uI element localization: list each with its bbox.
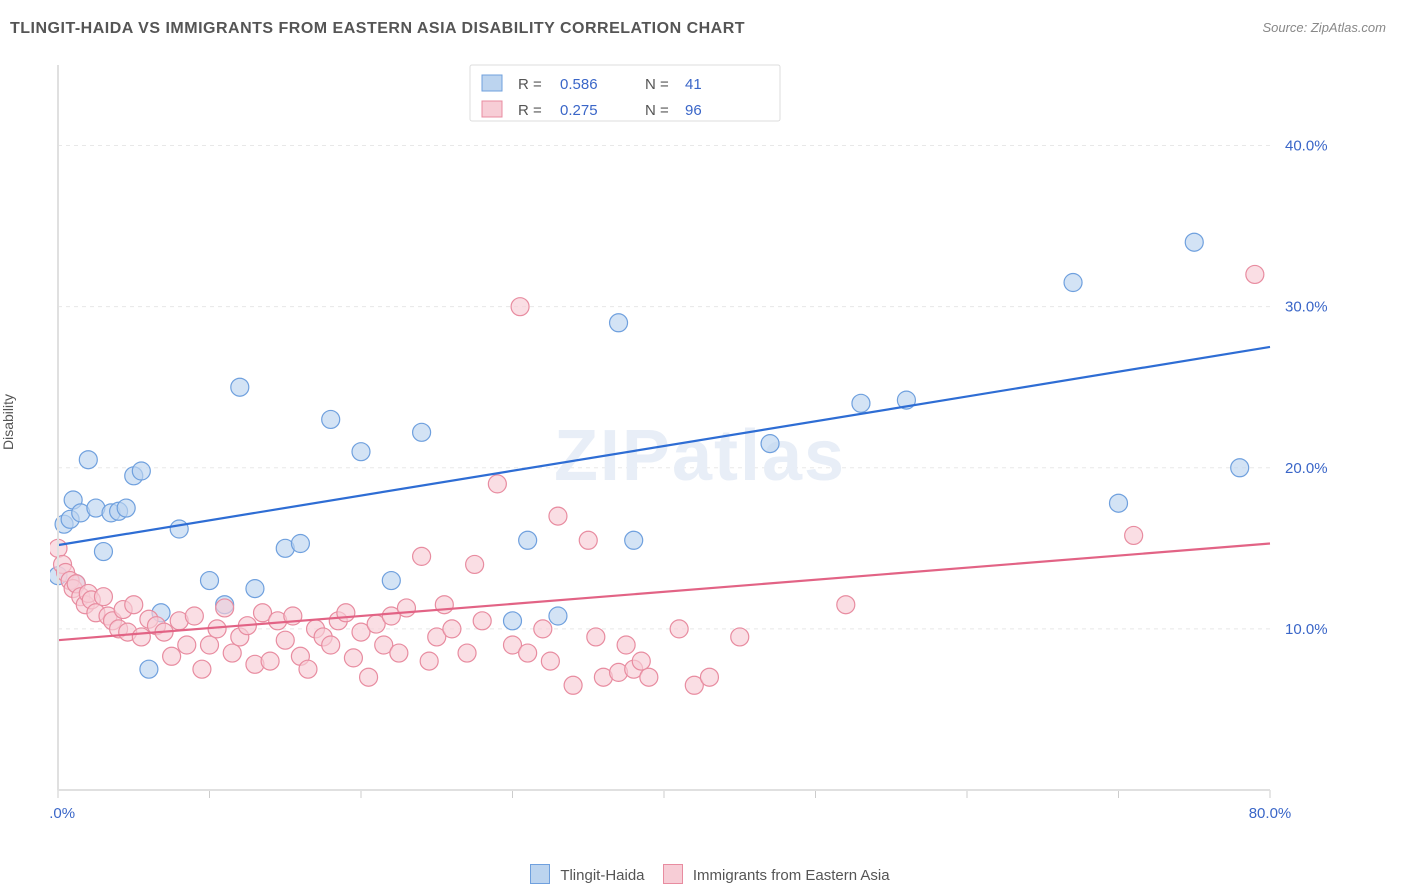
svg-text:0.0%: 0.0% bbox=[50, 805, 75, 822]
svg-text:20.0%: 20.0% bbox=[1285, 460, 1328, 477]
source-name: ZipAtlas.com bbox=[1311, 20, 1386, 35]
chart-header: TLINGIT-HAIDA VS IMMIGRANTS FROM EASTERN… bbox=[10, 20, 1396, 50]
svg-text:R =: R = bbox=[518, 102, 542, 119]
chart-title: TLINGIT-HAIDA VS IMMIGRANTS FROM EASTERN… bbox=[10, 20, 745, 38]
svg-text:N =: N = bbox=[645, 76, 669, 93]
svg-text:80.0%: 80.0% bbox=[1249, 805, 1292, 822]
inset-legend: R = 0.586 N = 41 R = 0.275 N = 96 bbox=[470, 65, 780, 121]
svg-text:96: 96 bbox=[685, 102, 702, 119]
source-prefix: Source: bbox=[1262, 20, 1310, 35]
legend-swatch-pink bbox=[663, 864, 683, 884]
y-axis-label: Disability bbox=[0, 394, 16, 450]
legend-label-blue: Tlingit-Haida bbox=[560, 867, 644, 884]
svg-text:41: 41 bbox=[685, 76, 702, 93]
legend-swatch-blue bbox=[530, 864, 550, 884]
legend-label-pink: Immigrants from Eastern Asia bbox=[693, 867, 890, 884]
svg-text:40.0%: 40.0% bbox=[1285, 138, 1328, 155]
svg-text:R =: R = bbox=[518, 76, 542, 93]
scatter-plot: ZIPatlas 10.0%20.0%30.0%40.0%0.0%80.0% R… bbox=[50, 60, 1350, 830]
bottom-legend: Tlingit-Haida Immigrants from Eastern As… bbox=[0, 864, 1406, 884]
svg-text:0.586: 0.586 bbox=[560, 76, 598, 93]
svg-text:10.0%: 10.0% bbox=[1285, 621, 1328, 638]
svg-text:30.0%: 30.0% bbox=[1285, 299, 1328, 316]
plot-svg: ZIPatlas 10.0%20.0%30.0%40.0%0.0%80.0% R… bbox=[50, 60, 1350, 830]
svg-text:N =: N = bbox=[645, 102, 669, 119]
chart-source: Source: ZipAtlas.com bbox=[1262, 20, 1386, 35]
svg-text:0.275: 0.275 bbox=[560, 102, 598, 119]
